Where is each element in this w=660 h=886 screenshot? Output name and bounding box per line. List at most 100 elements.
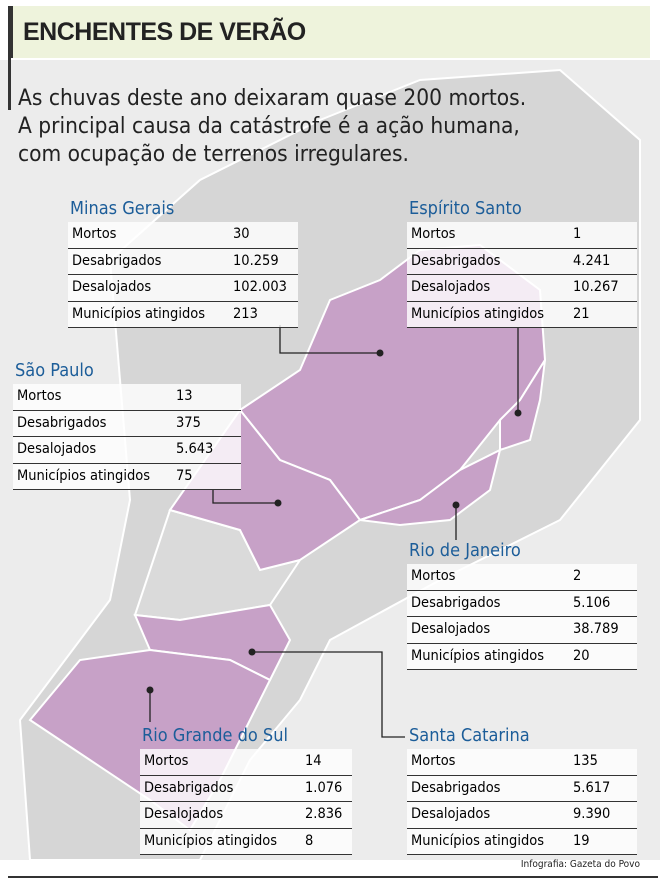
row-label: Desabrigados [72, 252, 162, 269]
subtitle-line: A principal causa da catástrofe é a ação… [18, 113, 520, 139]
row-value: 213 [233, 305, 258, 322]
state-table: Santa Catarina Mortos 135 Desabrigados 5.617… [407, 725, 637, 855]
row-value: 2 [573, 568, 582, 584]
row-value: 1.076 [305, 779, 343, 796]
table-row: Desalojados 10.267 [407, 275, 637, 302]
table-row: Desalojados 2.836 [140, 802, 352, 829]
state-name: Rio de Janeiro [409, 540, 521, 561]
row-label: Desalojados [411, 279, 491, 295]
row-value: 1 [573, 226, 582, 242]
table-row: Desabrigados 1.076 [140, 775, 352, 802]
rj-shape [359, 448, 502, 527]
row-label: Mortos [411, 226, 456, 242]
state-name: Espírito Santo [409, 198, 522, 219]
table-row: Desabrigados 4.241 [407, 248, 637, 275]
row-label: Desalojados [411, 621, 491, 637]
dot [146, 686, 154, 694]
row-label: Mortos [411, 568, 456, 584]
row-value: 2.836 [305, 806, 343, 822]
row-label: Desalojados [17, 441, 97, 457]
row-label: Desalojados [144, 806, 224, 822]
table-row: Mortos 13 [13, 384, 241, 411]
row-label: Mortos [144, 753, 189, 769]
row-value: 5.617 [573, 779, 611, 796]
row-label: Municípios atingidos [72, 305, 206, 322]
row-label: Municípios atingidos [411, 832, 545, 849]
table-row: Desalojados 38.789 [407, 617, 637, 644]
table-row: Municípios atingidos 20 [407, 643, 637, 670]
row-value: 75 [176, 467, 193, 484]
row-value: 375 [176, 414, 201, 431]
header: ENCHENTES DE VERÃO [8, 6, 650, 58]
dot [376, 349, 384, 357]
subtitle-line: As chuvas deste ano deixaram quase 200 m… [18, 85, 527, 111]
row-value: 4.241 [573, 252, 611, 269]
state-name: Santa Catarina [409, 725, 530, 746]
table-row: Mortos 30 [68, 222, 298, 249]
row-value: 30 [233, 226, 250, 242]
table-row: Desalojados 9.390 [407, 802, 637, 829]
dot [248, 648, 256, 656]
row-label: Municípios atingidos [411, 305, 545, 322]
table-row: Municípios atingidos 21 [407, 301, 637, 328]
table-row: Mortos 2 [407, 564, 637, 591]
row-label: Mortos [411, 753, 456, 769]
state-table: Espírito Santo Mortos 1 Desabrigados 4.241 De… [407, 198, 637, 328]
dot [452, 501, 460, 509]
table-row: Desalojados 102.003 [68, 275, 298, 302]
rule [8, 876, 658, 878]
row-label: Mortos [72, 226, 117, 242]
state-table: Rio Grande do Sul Mortos 14 Desabrigados 1.0… [140, 725, 352, 855]
row-value: 102.003 [233, 279, 287, 295]
table-row: Municípios atingidos 213 [68, 301, 298, 328]
dot [514, 409, 522, 417]
table-row: Mortos 135 [407, 749, 637, 776]
table-row: Desabrigados 5.106 [407, 590, 637, 617]
state-table: Rio de Janeiro Mortos 2 Desabrigados 5.106 De… [407, 540, 637, 670]
row-value: 5.106 [573, 594, 611, 611]
table-row: Mortos 1 [407, 222, 637, 249]
row-value: 5.643 [176, 441, 214, 457]
row-label: Desalojados [72, 279, 152, 295]
table-row: Municípios atingidos 75 [13, 463, 241, 490]
rule [8, 58, 11, 110]
row-label: Desabrigados [144, 779, 234, 796]
row-label: Municípios atingidos [411, 647, 545, 664]
row-value: 135 [573, 753, 598, 769]
row-value: 19 [573, 832, 590, 849]
table-row: Desalojados 5.643 [13, 437, 241, 464]
table-row: Desabrigados 5.617 [407, 775, 637, 802]
row-value: 14 [305, 753, 322, 769]
row-label: Desabrigados [17, 414, 107, 431]
table-row: Desabrigados 375 [13, 410, 241, 437]
state-name: Minas Gerais [70, 198, 175, 219]
state-name: Rio Grande do Sul [142, 725, 288, 746]
row-value: 21 [573, 305, 590, 322]
table-row: Municípios atingidos 8 [140, 828, 352, 855]
row-label: Desabrigados [411, 252, 501, 269]
row-value: 13 [176, 388, 193, 404]
row-label: Mortos [17, 388, 62, 404]
table-row: Desabrigados 10.259 [68, 248, 298, 275]
subtitle: As chuvas deste ano deixaram quase 200 m… [18, 84, 526, 168]
row-label: Municípios atingidos [17, 467, 151, 484]
row-value: 8 [305, 832, 314, 849]
row-value: 9.390 [573, 806, 611, 822]
connector [279, 325, 380, 354]
row-value: 38.789 [573, 621, 619, 637]
row-label: Desabrigados [411, 594, 501, 611]
state-table: Minas Gerais Mortos 30 Desabrigados 10.259 De… [68, 198, 298, 328]
row-label: Municípios atingidos [144, 832, 278, 849]
table-row: Municípios atingidos 19 [407, 828, 637, 855]
state-table: São Paulo Mortos 13 Desabrigados 375 Desaloja… [13, 360, 241, 490]
row-value: 10.267 [573, 279, 619, 295]
table-row: Mortos 14 [140, 749, 352, 776]
row-value: 20 [573, 647, 590, 664]
title: ENCHENTES DE VERÃO [23, 18, 306, 46]
connector [252, 651, 405, 738]
subtitle-line: com ocupação de terrenos irregulares. [18, 141, 409, 167]
row-label: Desabrigados [411, 779, 501, 796]
row-value: 10.259 [233, 252, 279, 269]
state-name: São Paulo [15, 360, 94, 381]
